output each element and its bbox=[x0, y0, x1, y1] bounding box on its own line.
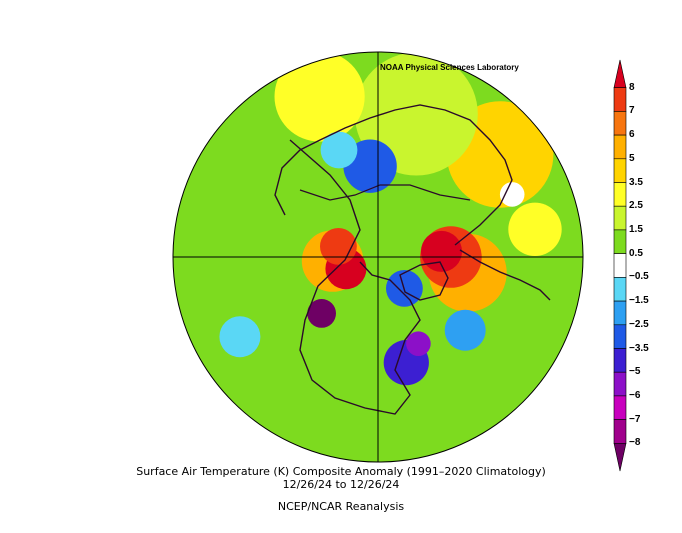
colorbar-segment bbox=[613, 253, 627, 278]
colorbar-segment bbox=[613, 182, 627, 207]
colorbar-tick-label: −3.5 bbox=[629, 342, 649, 354]
colorbar-tick-label: −0.5 bbox=[629, 271, 649, 283]
colorbar bbox=[613, 59, 627, 472]
colorbar-cap-bottom bbox=[613, 442, 627, 472]
colorbar-tick-label: 0.5 bbox=[629, 247, 643, 259]
colorbar-segment bbox=[613, 277, 627, 302]
coastline-europe bbox=[459, 249, 551, 301]
colorbar-tick-label: 2.5 bbox=[629, 200, 643, 212]
coastline-north-america bbox=[289, 139, 421, 415]
colorbar-segment bbox=[613, 158, 627, 183]
colorbar-segment bbox=[613, 419, 627, 444]
colorbar-segment bbox=[613, 134, 627, 160]
map-title: Surface Air Temperature (K) Composite An… bbox=[136, 465, 546, 478]
colorbar-tick-label: 8 bbox=[629, 81, 635, 93]
colorbar-segment bbox=[613, 324, 627, 349]
colorbar-segment bbox=[613, 395, 627, 420]
data-source: NCEP/NCAR Reanalysis bbox=[277, 500, 405, 513]
credit-label: NOAA Physical Sciences Laboratory bbox=[380, 63, 519, 72]
colorbar-tick-label: −2.5 bbox=[629, 318, 649, 330]
colorbar-cap-top bbox=[613, 59, 627, 89]
colorbar-tick-label: 5 bbox=[629, 152, 635, 164]
colorbar-segment bbox=[613, 229, 627, 254]
colorbar-tick-label: −7 bbox=[629, 413, 641, 425]
anomaly-patch bbox=[274, 52, 365, 142]
colorbar-tick-label: 7 bbox=[629, 105, 635, 117]
colorbar-tick-label: −5 bbox=[629, 366, 641, 378]
colorbar-segment bbox=[613, 371, 627, 397]
colorbar-tick-label: 6 bbox=[629, 129, 635, 141]
colorbar-tick-label: −6 bbox=[629, 389, 641, 401]
anomaly-patch bbox=[444, 309, 486, 351]
anomaly-patch bbox=[508, 202, 562, 256]
anomaly-patch bbox=[219, 316, 261, 358]
anomaly-patch bbox=[406, 331, 431, 357]
coastline-greenland bbox=[399, 261, 449, 301]
colorbar-segment bbox=[613, 300, 627, 326]
colorbar-segment bbox=[613, 111, 627, 136]
date-range: 12/26/24 to 12/26/24 bbox=[282, 478, 400, 491]
colorbar-segment bbox=[613, 348, 627, 373]
anomaly-patch bbox=[421, 230, 462, 272]
colorbar-tick-label: 1.5 bbox=[629, 223, 643, 235]
anomaly-patch bbox=[307, 299, 336, 328]
coastline-eurasia bbox=[274, 104, 513, 246]
anomaly-patch bbox=[320, 131, 358, 169]
colorbar-segment bbox=[613, 205, 627, 231]
colorbar-tick-label: −1.5 bbox=[629, 295, 649, 307]
anomaly-patch bbox=[499, 182, 525, 207]
coastline-asia-interior bbox=[299, 184, 471, 201]
colorbar-tick-label: −8 bbox=[629, 437, 641, 449]
colorbar-segment bbox=[613, 87, 627, 112]
colorbar-tick-label: 3.5 bbox=[629, 176, 643, 188]
